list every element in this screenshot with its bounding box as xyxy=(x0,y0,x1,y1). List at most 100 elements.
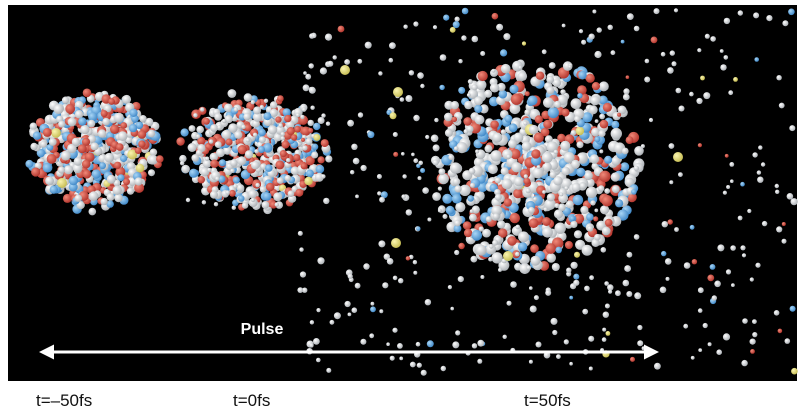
atom xyxy=(360,338,367,345)
atom xyxy=(102,117,110,126)
atom xyxy=(399,356,404,361)
atom xyxy=(674,227,679,232)
atom xyxy=(458,59,463,64)
atom xyxy=(584,285,590,292)
atom xyxy=(302,84,310,92)
atom xyxy=(454,16,460,22)
atom xyxy=(188,125,196,132)
atom xyxy=(711,295,717,301)
atom xyxy=(469,209,474,214)
atom xyxy=(475,244,487,256)
atom xyxy=(269,201,278,209)
atom xyxy=(290,134,298,141)
atom xyxy=(697,287,704,294)
atom xyxy=(135,121,144,130)
atom xyxy=(398,278,404,284)
atom xyxy=(518,231,530,243)
atom xyxy=(399,97,405,102)
atom xyxy=(276,177,284,184)
atom xyxy=(81,159,91,169)
atom xyxy=(729,162,735,167)
atom xyxy=(448,154,455,161)
atom xyxy=(667,67,674,74)
atom xyxy=(351,143,358,150)
atom xyxy=(432,192,441,201)
atom xyxy=(315,164,325,174)
atom xyxy=(491,252,503,264)
atom xyxy=(51,127,61,138)
atom xyxy=(786,193,794,200)
atom xyxy=(497,220,506,229)
atom xyxy=(601,337,607,342)
atom xyxy=(354,282,361,289)
atom xyxy=(634,146,644,156)
atom xyxy=(725,269,732,275)
atom xyxy=(621,147,629,155)
atom xyxy=(258,146,265,153)
atom xyxy=(515,224,521,230)
atom xyxy=(752,152,758,158)
atom xyxy=(653,8,660,15)
atom xyxy=(490,150,502,162)
atom xyxy=(281,140,290,149)
atom xyxy=(442,214,448,219)
atom xyxy=(415,341,421,347)
atom xyxy=(678,172,683,178)
atom xyxy=(704,33,710,39)
atom xyxy=(393,87,403,97)
atom xyxy=(644,58,650,64)
atom xyxy=(513,176,524,187)
atom xyxy=(135,163,145,173)
atom xyxy=(234,130,243,139)
atom xyxy=(546,141,558,153)
atom xyxy=(452,341,460,349)
atom xyxy=(552,329,558,336)
atom xyxy=(299,271,307,278)
atom xyxy=(760,162,766,167)
atom xyxy=(324,33,333,41)
atom xyxy=(269,101,278,109)
atom xyxy=(542,217,551,226)
atom xyxy=(579,182,587,190)
atom xyxy=(500,63,511,74)
atom xyxy=(731,283,735,287)
atom xyxy=(599,149,604,154)
atom xyxy=(210,159,219,168)
atom xyxy=(555,246,562,254)
atom xyxy=(379,196,385,203)
atom xyxy=(228,123,238,133)
atom xyxy=(300,114,305,120)
atom xyxy=(671,61,677,67)
atom xyxy=(508,139,517,149)
atom xyxy=(308,63,314,69)
atom xyxy=(560,140,571,151)
atom xyxy=(741,253,747,258)
atom xyxy=(263,98,269,104)
atom xyxy=(285,120,295,130)
atom xyxy=(489,83,500,93)
atom xyxy=(370,306,376,313)
atom xyxy=(310,105,315,110)
atom xyxy=(650,36,658,44)
atom xyxy=(87,119,96,128)
atom xyxy=(565,200,574,209)
atom xyxy=(641,346,646,351)
atom xyxy=(591,82,601,91)
atom xyxy=(462,221,472,230)
atom xyxy=(600,247,607,253)
atom xyxy=(299,247,304,252)
atom xyxy=(500,167,509,176)
atom xyxy=(210,190,218,199)
atom xyxy=(791,367,798,375)
atom xyxy=(758,145,763,150)
atom xyxy=(741,359,748,367)
atom xyxy=(233,107,239,112)
atom xyxy=(610,50,616,56)
atom xyxy=(445,205,455,215)
atom xyxy=(620,162,630,172)
atom xyxy=(689,91,694,97)
atom xyxy=(640,144,645,149)
atom xyxy=(570,98,582,110)
atom xyxy=(596,27,602,33)
atom xyxy=(187,143,197,152)
